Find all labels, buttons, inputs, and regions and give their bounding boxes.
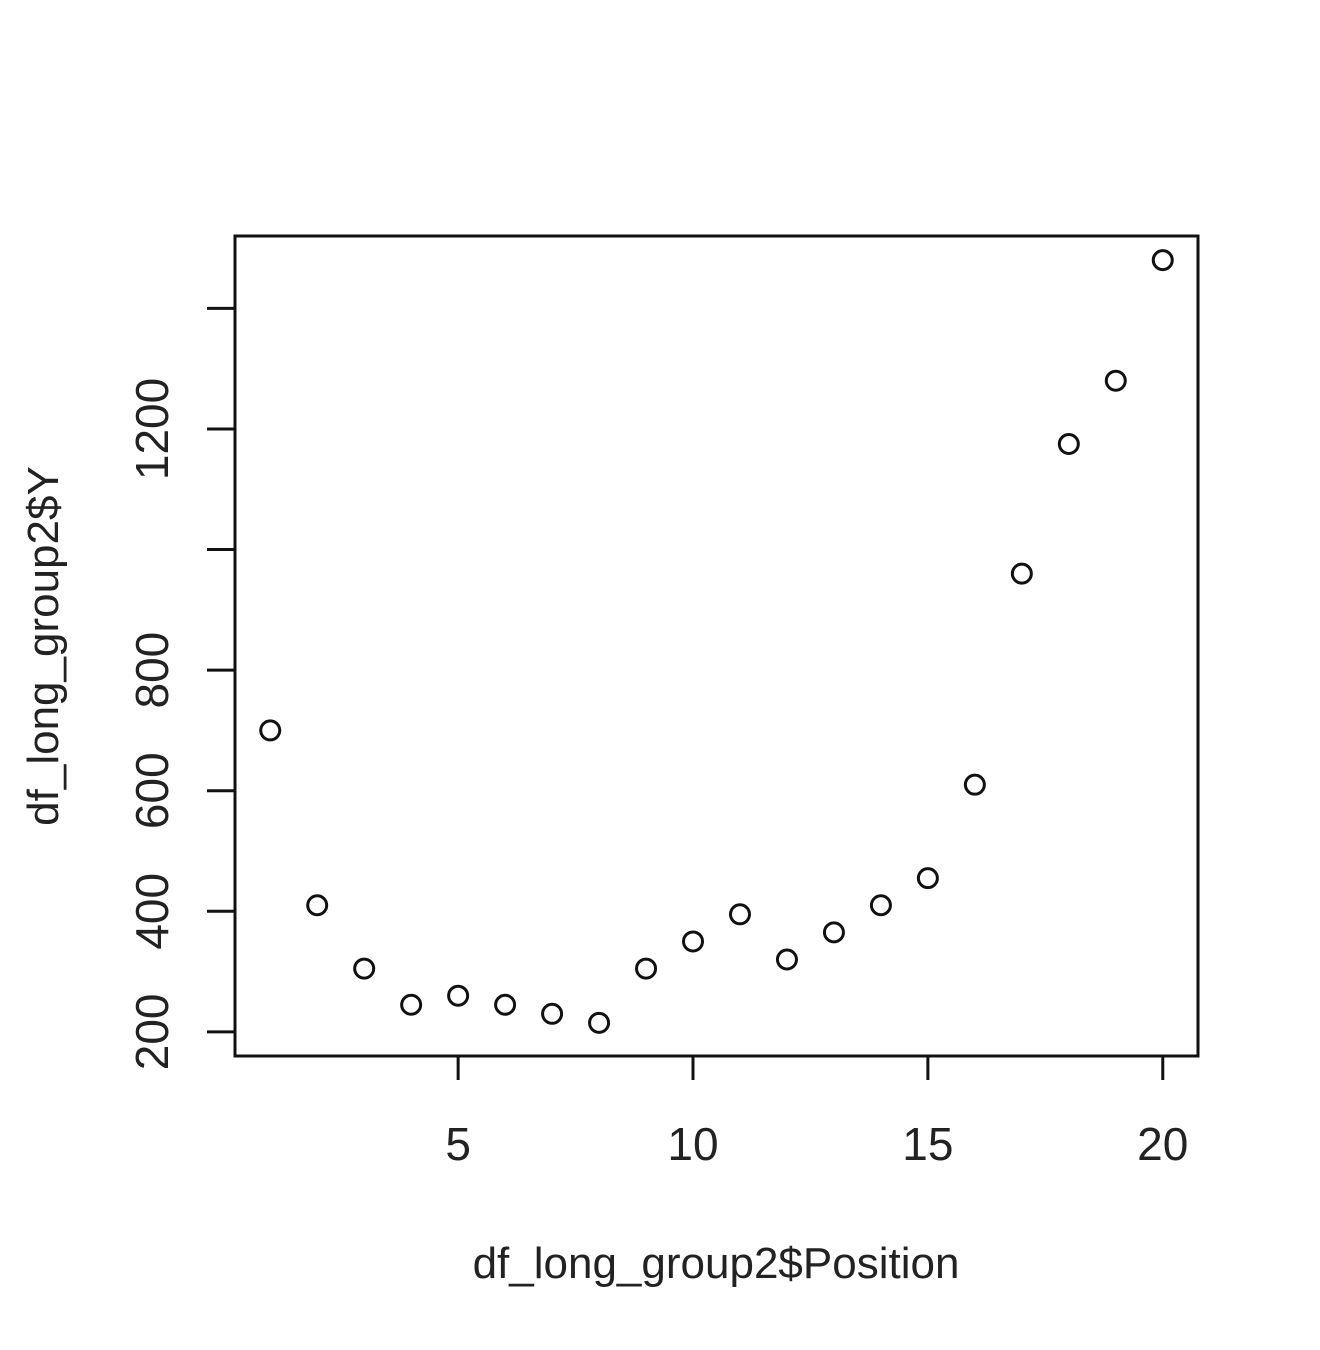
data-points: [259, 249, 1174, 1034]
data-point: [1151, 249, 1174, 272]
y-axis: 200 400 600 800 1200: [126, 306, 237, 1071]
data-point: [1104, 369, 1127, 392]
data-point: [259, 719, 282, 742]
y-tick-label: 400: [126, 873, 178, 950]
data-point: [682, 930, 705, 953]
data-point: [822, 921, 845, 944]
data-point: [353, 957, 376, 980]
x-tick-label: 20: [1137, 1118, 1188, 1170]
data-point: [494, 993, 517, 1016]
y-tick-label: 200: [126, 994, 178, 1071]
data-point: [869, 894, 892, 917]
y-tick-label: 800: [126, 632, 178, 709]
data-point: [963, 773, 986, 796]
x-tick-label: 10: [667, 1118, 718, 1170]
y-axis-label: df_long_group2$Y: [19, 466, 68, 826]
x-tick-label: 5: [445, 1118, 471, 1170]
data-point: [728, 903, 751, 926]
data-point: [1057, 433, 1080, 456]
data-point: [775, 948, 798, 971]
data-point: [541, 1002, 564, 1025]
data-point: [588, 1011, 611, 1034]
data-point: [916, 867, 939, 890]
plot-frame: [233, 234, 1200, 1058]
data-point: [447, 984, 470, 1007]
data-point: [400, 993, 423, 1016]
x-tick-label: 15: [902, 1118, 953, 1170]
x-axis: 5 10 15 20: [445, 1054, 1188, 1170]
x-axis-label: df_long_group2$Position: [473, 1239, 960, 1288]
data-point: [635, 957, 658, 980]
data-point: [1010, 562, 1033, 585]
y-tick-label: 600: [126, 752, 178, 829]
y-tick-label: 1200: [126, 378, 178, 480]
data-point: [306, 894, 329, 917]
